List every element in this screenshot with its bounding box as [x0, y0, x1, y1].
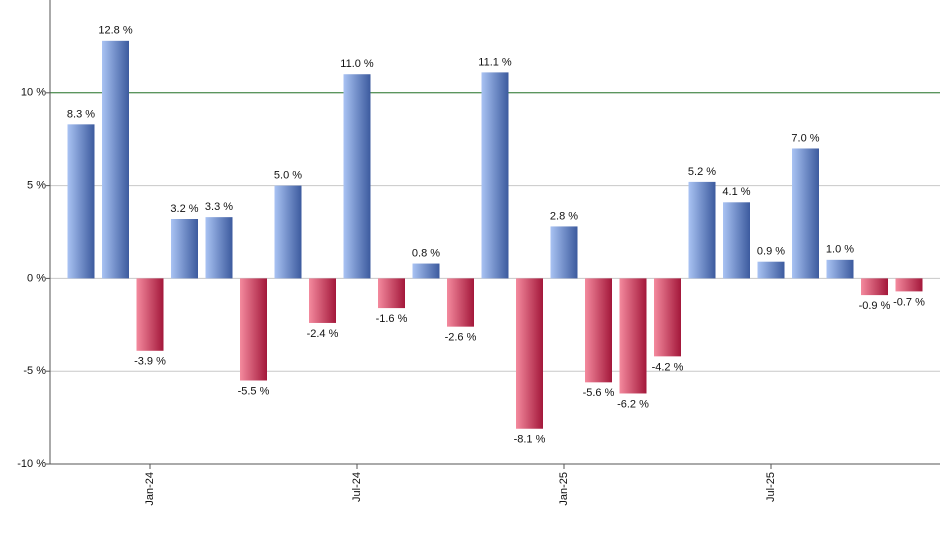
x-tick-label: Jul-25 [765, 472, 777, 502]
value-label: 4.1 % [722, 186, 750, 198]
value-label: 3.2 % [170, 203, 198, 215]
bar [274, 185, 302, 279]
bar [861, 278, 888, 296]
value-label: 0.8 % [412, 247, 440, 259]
value-label: 8.3 % [67, 108, 95, 120]
bar [136, 278, 164, 351]
bar [343, 74, 371, 279]
value-label: 0.9 % [757, 246, 785, 258]
value-label: 12.8 % [98, 25, 132, 37]
bar [723, 202, 750, 279]
bar [688, 181, 716, 279]
y-tick-label: -10 % [17, 458, 46, 470]
bar [171, 219, 198, 279]
bar [378, 278, 405, 309]
y-tick-label: 10 % [21, 87, 46, 99]
x-tick-label: Jul-24 [351, 472, 363, 502]
y-tick-label: 0 % [27, 272, 46, 284]
bar [102, 40, 129, 279]
bar [619, 278, 647, 394]
bar [481, 72, 509, 279]
bar [412, 263, 440, 279]
value-label: -0.9 % [859, 300, 891, 312]
x-tick-label: Jan-24 [144, 472, 156, 506]
bar [67, 124, 95, 279]
bar [240, 278, 267, 381]
value-label: -5.6 % [583, 387, 615, 399]
value-label: 3.3 % [205, 201, 233, 213]
value-label: -1.6 % [376, 313, 408, 325]
bar [895, 278, 923, 292]
bar [585, 278, 612, 383]
bar [792, 148, 819, 279]
value-label: 5.0 % [274, 170, 302, 182]
x-tick-label: Jan-25 [558, 472, 570, 506]
value-label: -4.2 % [652, 361, 684, 373]
bar [309, 278, 336, 323]
bar [757, 261, 785, 279]
value-label: 1.0 % [826, 244, 854, 256]
bar [826, 259, 854, 279]
value-label: -6.2 % [617, 398, 649, 410]
bar [205, 217, 233, 279]
value-label: -2.4 % [307, 328, 339, 340]
value-label: -3.9 % [134, 356, 166, 368]
bar [654, 278, 681, 357]
value-label: 11.1 % [478, 56, 512, 68]
bar [447, 278, 474, 327]
bar [516, 278, 543, 429]
value-label: -0.7 % [893, 296, 925, 308]
value-label: -5.5 % [238, 385, 270, 397]
value-label: 11.0 % [340, 58, 374, 70]
y-tick-label: -5 % [23, 365, 46, 377]
value-label: 5.2 % [688, 166, 716, 178]
value-label: 7.0 % [791, 132, 819, 144]
value-label: 2.8 % [550, 210, 578, 222]
value-label: -8.1 % [514, 434, 546, 446]
bar [550, 226, 578, 279]
y-tick-label: 5 % [27, 180, 46, 192]
value-label: -2.6 % [445, 332, 477, 344]
